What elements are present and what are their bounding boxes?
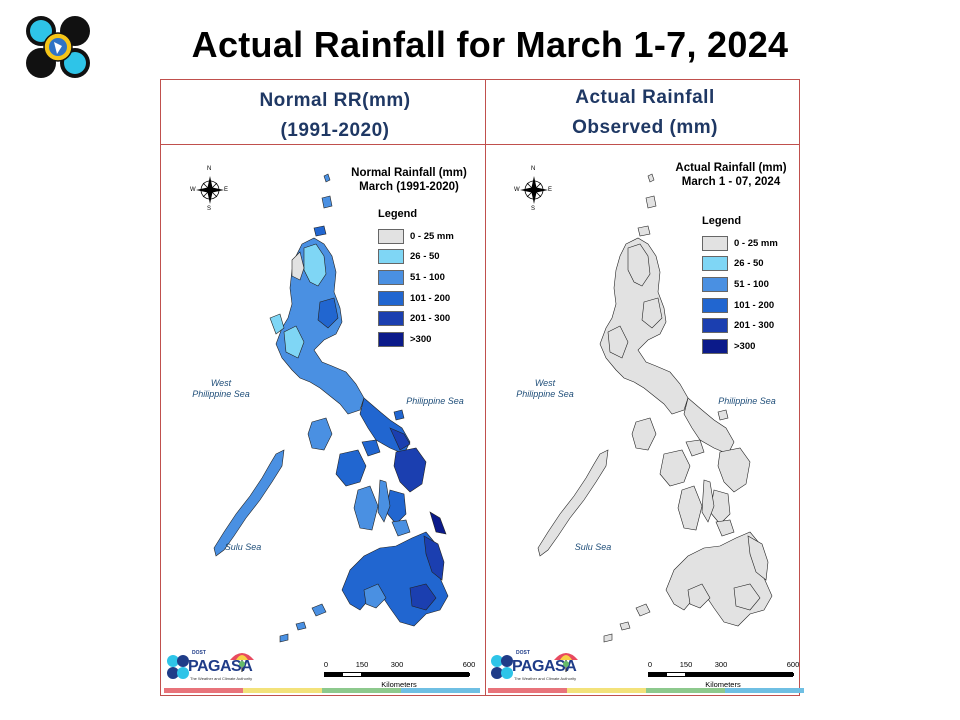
legend: Legend 0 - 25 mm 26 - 50 51 - 100 101 - 200… [378, 208, 488, 350]
umbrella-mascot-icon [230, 653, 254, 672]
strip-segment [164, 688, 243, 693]
umbrella-mascot-icon [554, 653, 578, 672]
legend-label: 201 - 300 [410, 313, 451, 325]
legend-row: >300 [378, 329, 488, 350]
compass-w-label: W [190, 187, 196, 193]
strip-segment [488, 688, 567, 693]
legend-swatch [378, 331, 404, 347]
legend-swatch [702, 318, 728, 334]
legend-row: 0 - 25 mm [378, 226, 488, 247]
compass-e-label: E [548, 187, 553, 193]
compass-n-label: N [531, 166, 536, 172]
legend-row: 101 - 200 [702, 295, 812, 316]
sulu-sea-label: Sulu Sea [224, 542, 262, 552]
legend: Legend 0 - 25 mm 26 - 50 51 - 100 101 - 200… [702, 215, 812, 357]
legend-swatch [378, 228, 404, 244]
scale-bar: 0 150 300 600 Kilometers [323, 660, 476, 689]
compass-rose [520, 176, 548, 204]
branding-color-strip [164, 688, 480, 693]
legend-swatch [702, 338, 728, 354]
legend-items: 0 - 25 mm 26 - 50 51 - 100 101 - 200 201 - 3… [702, 233, 812, 357]
legend-label: 101 - 200 [734, 299, 775, 311]
legend-swatch [702, 276, 728, 292]
legend-label: 201 - 300 [734, 320, 775, 332]
pagasa-branding: DOST PAGASA The Weather and Climate Auth… [490, 646, 580, 686]
legend-row: 51 - 100 [702, 274, 812, 295]
legend-row: >300 [702, 336, 812, 357]
legend-row: 201 - 300 [378, 308, 488, 329]
compass-s-label: S [207, 206, 212, 212]
legend-swatch [702, 256, 728, 272]
actual-rainfall-map [520, 173, 773, 643]
strip-segment [401, 688, 480, 693]
strip-segment [322, 688, 401, 693]
compass-rose [196, 176, 224, 204]
legend-label: 0 - 25 mm [410, 230, 454, 242]
legend-items: 0 - 25 mm 26 - 50 51 - 100 101 - 200 201 - 3… [378, 226, 488, 350]
legend-row: 51 - 100 [378, 267, 488, 288]
pagasa-wordmark: PAGASA [188, 658, 253, 675]
strip-segment [243, 688, 322, 693]
actual-rainfall-map-panel: N S W E Actual Rainfall (mm) March 1 - 0… [488, 152, 804, 696]
strip-segment [567, 688, 646, 693]
legend-swatch [378, 311, 404, 327]
philippine-sea-label: Philippine Sea [718, 396, 776, 406]
header-divider [160, 144, 800, 145]
legend-label: 101 - 200 [410, 292, 451, 304]
branding-color-strip [488, 688, 804, 693]
legend-row: 26 - 50 [378, 247, 488, 268]
legend-label: 26 - 50 [410, 251, 440, 263]
west-philippine-sea-label: West Philippine Sea [516, 378, 574, 399]
legend-row: 0 - 25 mm [702, 233, 812, 254]
pagasa-mark-icon [491, 655, 513, 679]
legend-label: 51 - 100 [734, 278, 769, 290]
legend-swatch [378, 249, 404, 265]
compass-w-label: W [514, 187, 520, 193]
normal-rainfall-map-panel: N S W E Normal Rainfall (mm) March (1991… [164, 152, 480, 696]
sulu-sea-label: Sulu Sea [574, 542, 612, 552]
legend-swatch [702, 297, 728, 313]
strip-segment [646, 688, 725, 693]
legend-label: >300 [734, 340, 756, 352]
legend-label: 51 - 100 [410, 271, 445, 283]
compass-e-label: E [224, 187, 229, 193]
map-title: Actual Rainfall (mm) March 1 - 07, 2024 [675, 162, 787, 188]
legend-title: Legend [378, 208, 418, 220]
legend-row: 201 - 300 [702, 315, 812, 336]
legend-label: 0 - 25 mm [734, 237, 778, 249]
legend-swatch [378, 290, 404, 306]
normal-rainfall-header: Normal RR(mm) (1991-2020) [259, 90, 411, 141]
pagasa-mark-icon [167, 655, 189, 679]
pagasa-wordmark: PAGASA [512, 658, 577, 675]
legend-swatch [702, 235, 728, 251]
column-divider [485, 79, 486, 696]
actual-rainfall-header: Actual Rainfall Observed (mm) [572, 87, 718, 138]
pagasa-branding: DOST PAGASA The Weather and Climate Auth… [166, 646, 256, 686]
scale-bar: 0 150 300 600 Kilometers [647, 660, 800, 689]
normal-rainfall-map [196, 173, 449, 643]
slide-title: Actual Rainfall for March 1-7, 2024 [191, 24, 789, 65]
map-title: Normal Rainfall (mm) March (1991-2020) [351, 167, 467, 193]
legend-label: >300 [410, 333, 432, 345]
west-philippine-sea-label: West Philippine Sea [192, 378, 250, 399]
philippine-sea-label: Philippine Sea [406, 396, 464, 406]
legend-row: 101 - 200 [378, 288, 488, 309]
compass-n-label: N [207, 166, 212, 172]
pagasa-logo [26, 16, 90, 78]
comparison-frame [160, 79, 800, 696]
legend-swatch [378, 269, 404, 285]
legend-label: 26 - 50 [734, 258, 764, 270]
legend-title: Legend [702, 215, 742, 227]
compass-s-label: S [531, 206, 536, 212]
strip-segment [725, 688, 804, 693]
legend-row: 26 - 50 [702, 254, 812, 275]
